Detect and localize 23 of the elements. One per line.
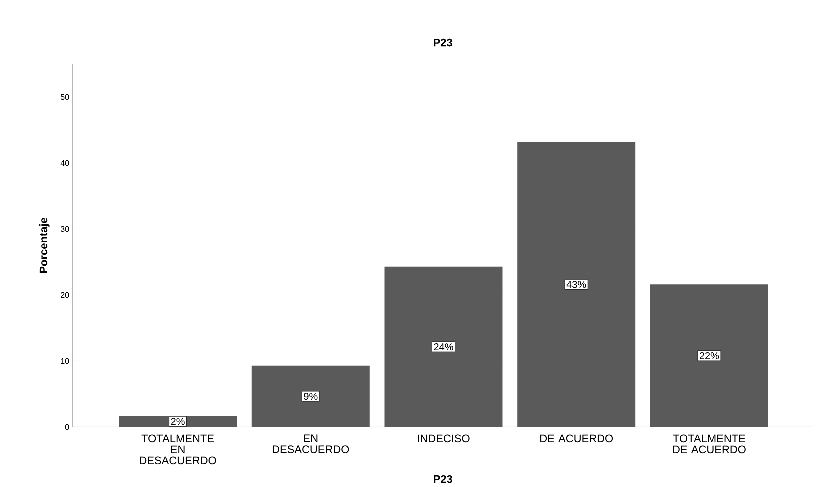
y-tick-label: 50	[60, 94, 70, 100]
data-label: 9%	[304, 393, 318, 400]
x-tick-label: EN DESACUERDO	[272, 435, 350, 454]
data-label: 24%	[434, 344, 454, 351]
y-tick-label: 30	[60, 226, 70, 232]
bar	[384, 267, 503, 428]
x-tick-label: TOTALMENTE EN DESACUERDO	[140, 435, 216, 465]
bar	[252, 366, 370, 428]
chart-title: P23	[434, 39, 452, 47]
x-axis-title: P23	[434, 476, 452, 484]
data-label: 2%	[171, 418, 185, 426]
data-label: 43%	[566, 281, 586, 288]
x-tick-label: TOTALMENTE DE ACUERDO	[673, 435, 746, 454]
y-tick-label: 0	[65, 424, 70, 430]
y-tick-label: 10	[61, 358, 70, 364]
y-tick-label: 20	[61, 292, 70, 298]
x-tick-label: DE ACUERDO	[540, 435, 614, 443]
data-label: 22%	[700, 352, 720, 360]
bar	[650, 284, 768, 428]
bar	[518, 142, 636, 428]
y-tick-label: 40	[60, 160, 70, 166]
x-tick-label: INDECISO	[418, 435, 470, 443]
y-axis-title: Porcentaje	[40, 218, 50, 274]
